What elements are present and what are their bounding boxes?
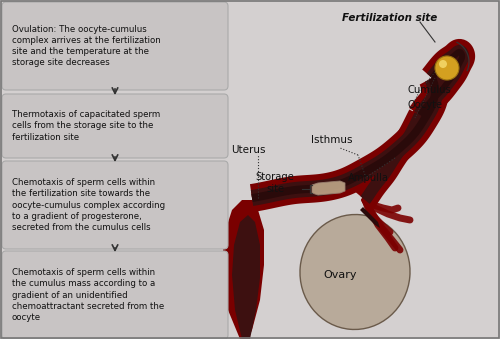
Polygon shape bbox=[414, 45, 469, 119]
Polygon shape bbox=[232, 215, 260, 339]
Text: Oocyte: Oocyte bbox=[408, 100, 443, 110]
FancyBboxPatch shape bbox=[2, 2, 228, 90]
Polygon shape bbox=[360, 112, 426, 204]
Text: Chemotaxis of sperm cells within
the fertilization site towards the
oocyte-cumul: Chemotaxis of sperm cells within the fer… bbox=[12, 178, 165, 232]
FancyBboxPatch shape bbox=[2, 161, 228, 249]
Circle shape bbox=[439, 60, 447, 68]
Ellipse shape bbox=[300, 215, 410, 330]
Text: Chemotaxis of sperm cells within
the cumulus mass according to a
gradient of an : Chemotaxis of sperm cells within the cum… bbox=[12, 268, 164, 322]
Text: Cumulus: Cumulus bbox=[408, 85, 452, 95]
Text: Ampulla: Ampulla bbox=[348, 173, 389, 183]
Polygon shape bbox=[418, 49, 465, 117]
Polygon shape bbox=[251, 74, 443, 206]
Text: Fertilization site: Fertilization site bbox=[342, 13, 438, 23]
Polygon shape bbox=[360, 207, 380, 228]
Text: Uterus: Uterus bbox=[231, 145, 265, 155]
FancyBboxPatch shape bbox=[2, 251, 228, 339]
Text: Thermotaxis of capacitated sperm
cells from the storage site to the
fertilizatio: Thermotaxis of capacitated sperm cells f… bbox=[12, 111, 160, 142]
Polygon shape bbox=[252, 76, 439, 202]
Polygon shape bbox=[222, 200, 264, 339]
Polygon shape bbox=[312, 181, 345, 195]
Text: Isthmus: Isthmus bbox=[311, 135, 353, 145]
Polygon shape bbox=[356, 109, 430, 208]
Text: Ovary: Ovary bbox=[323, 270, 357, 280]
Polygon shape bbox=[409, 39, 475, 122]
Polygon shape bbox=[250, 72, 449, 212]
Circle shape bbox=[435, 56, 459, 80]
FancyBboxPatch shape bbox=[2, 94, 228, 158]
Text: Storage
site: Storage site bbox=[256, 172, 294, 194]
Text: Ovulation: The oocyte-cumulus
complex arrives at the fertilization
site and the : Ovulation: The oocyte-cumulus complex ar… bbox=[12, 25, 161, 67]
